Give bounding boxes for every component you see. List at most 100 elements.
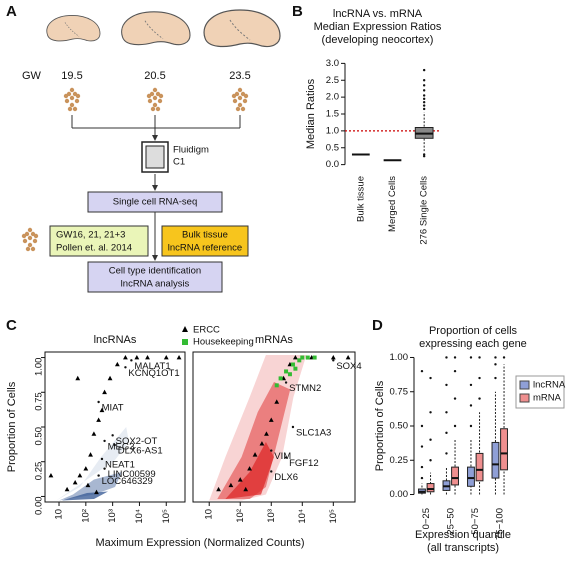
x-tick-label: 10⁴	[297, 509, 308, 524]
outlier	[469, 356, 473, 359]
outlier	[445, 383, 448, 387]
brain	[46, 14, 101, 42]
x-tick-label: 276 Single Cells	[419, 176, 430, 245]
y-tick-label: 3.0	[326, 58, 339, 69]
brain-shape	[121, 11, 191, 46]
plot-frame	[44, 351, 186, 503]
legend-swatch	[519, 380, 530, 390]
cell	[157, 98, 163, 104]
y-tick-label: 1.5	[326, 109, 339, 120]
housekeeping-point	[305, 355, 310, 360]
gene-point	[113, 443, 116, 447]
gene-label: MIAT	[102, 403, 124, 414]
cell	[25, 246, 31, 252]
legend-label: lncRNA	[533, 380, 566, 391]
outlier	[422, 104, 426, 107]
cell	[152, 102, 158, 108]
cell	[32, 238, 38, 244]
gene-point	[100, 457, 104, 461]
outlier	[422, 79, 426, 82]
brain	[203, 9, 281, 48]
gene-point	[130, 359, 133, 362]
y-tick-label: 0.75	[34, 392, 45, 411]
ercc-point	[274, 399, 280, 404]
cell	[75, 93, 81, 99]
gene-point	[291, 425, 295, 429]
gene-label: LINC00599	[108, 469, 156, 480]
outlier	[445, 411, 448, 414]
workflow-diagram: GW 19.5 20.5 23.5 Fluidigm C1 Single cel…	[22, 70, 251, 293]
ercc-point	[123, 354, 128, 360]
ercc-point	[268, 417, 274, 422]
x-tick-label: 10²	[80, 509, 91, 523]
cell	[242, 98, 248, 104]
outlier	[422, 153, 426, 156]
gene-label: MEG3	[108, 441, 135, 452]
x-tick-label: 25−50	[445, 508, 456, 535]
sulcus	[144, 20, 164, 40]
ercc-point	[83, 466, 89, 471]
point-cloud	[217, 382, 291, 499]
cell	[240, 106, 246, 112]
title: Median Expression Ratios	[314, 21, 442, 33]
outlier	[445, 452, 448, 455]
box	[491, 441, 500, 479]
step-box	[49, 225, 149, 257]
cell	[147, 98, 153, 104]
cell	[232, 98, 238, 104]
cell	[152, 95, 158, 101]
age: 19.5	[61, 70, 82, 82]
outlier	[422, 84, 426, 87]
x-tick-label: 10²	[235, 509, 246, 523]
chip-label: C1	[173, 157, 185, 168]
outlier	[478, 376, 481, 380]
ercc-point	[247, 466, 252, 471]
ercc-point	[228, 482, 234, 488]
gene-label: SOX2-OT	[116, 436, 158, 447]
gene-label: KCNQ1OT1	[128, 368, 179, 379]
ercc-point	[85, 482, 91, 488]
cell	[22, 238, 28, 244]
outlier	[453, 424, 457, 428]
gene-point	[111, 434, 114, 437]
y-tick-label: 0.25	[390, 455, 409, 466]
gene-point	[124, 366, 127, 369]
x-tick-label: 10⁵	[328, 509, 339, 524]
panel-label: B	[292, 3, 303, 20]
gene-label: NEAT1	[105, 459, 135, 470]
ercc-point	[345, 354, 351, 360]
y-tick-label: 0.00	[34, 496, 45, 515]
brain-shape	[203, 9, 281, 48]
step-text: Pollen et. al. 2014	[56, 243, 132, 254]
brain-shape	[46, 14, 101, 42]
age: 23.5	[229, 70, 250, 82]
gene-label: SLC1A3	[296, 428, 331, 439]
cell	[146, 93, 152, 99]
outlier	[420, 369, 424, 373]
cell	[67, 106, 73, 112]
ercc-point	[176, 354, 182, 360]
outlier	[478, 356, 481, 359]
x-label: Expression quantile	[415, 529, 511, 541]
gene-point	[103, 439, 106, 443]
step-box	[161, 225, 249, 257]
housekeeping-point	[312, 355, 317, 360]
step-box	[87, 191, 223, 213]
outlier	[469, 424, 473, 428]
gene-point	[270, 470, 273, 473]
gene-label: MALAT1	[134, 361, 170, 372]
box	[475, 452, 484, 482]
outlier	[422, 97, 426, 101]
y-tick-label: 0.75	[390, 386, 409, 397]
ercc-point	[75, 375, 81, 381]
y-tick-label: 2.5	[326, 75, 339, 86]
ercc-point	[237, 477, 243, 482]
legend-label: ERCC	[193, 325, 220, 336]
housekeeping-point	[287, 372, 292, 377]
point-cloud	[59, 472, 122, 501]
ercc-point	[259, 441, 265, 446]
x-tick-label: 10³	[266, 509, 277, 523]
cell	[33, 233, 39, 239]
ercc-point	[72, 479, 78, 485]
gene-point	[284, 456, 288, 459]
